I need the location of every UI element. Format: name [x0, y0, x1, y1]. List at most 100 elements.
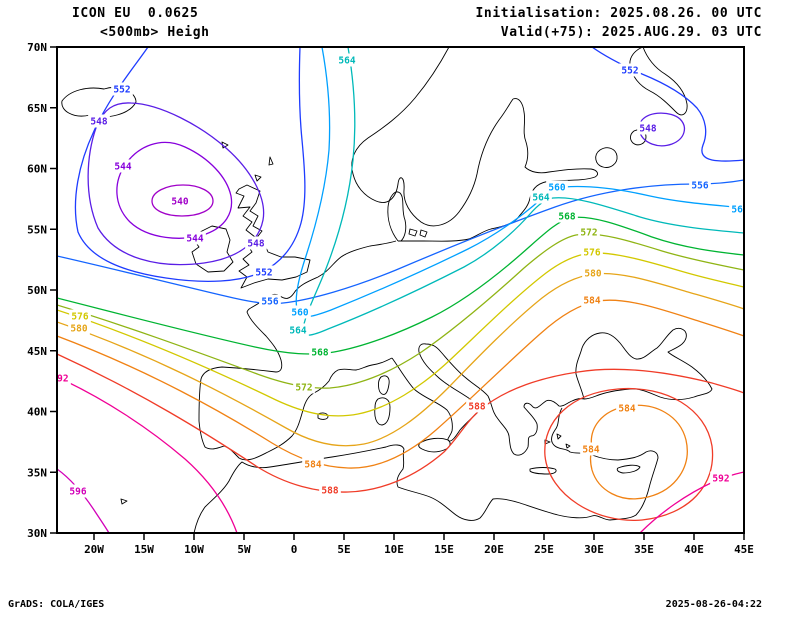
- contour-label: 584: [583, 296, 600, 307]
- coastline: [556, 433, 562, 440]
- contour-580: [57, 272, 744, 447]
- contour-label-mask: [619, 63, 641, 77]
- contour-label-mask: [245, 236, 267, 250]
- coastline: [374, 397, 391, 426]
- grads-credit: GrADS: COLA/IGES: [8, 599, 105, 610]
- contour-label: 560: [291, 308, 308, 319]
- coastline: [387, 191, 407, 242]
- coastline: [616, 464, 641, 474]
- contour-552: [74, 47, 306, 283]
- contour-label-mask: [184, 231, 206, 245]
- contour-label-mask: [111, 82, 133, 96]
- contour-label-mask: [466, 399, 488, 413]
- contour-label-mask: [293, 380, 315, 394]
- contour-560: [295, 47, 744, 318]
- contour-lines: [57, 47, 744, 533]
- contour-label: 596: [69, 487, 86, 498]
- coastline: [120, 498, 128, 505]
- creation-timestamp: 2025-08-26-04:22: [665, 599, 762, 610]
- y-axis-label: 70N: [27, 41, 47, 54]
- contour-label-mask: [582, 266, 604, 280]
- contour-label-mask: [169, 194, 191, 208]
- contour-label: 564: [532, 193, 549, 204]
- coastline: [317, 412, 329, 420]
- contour-label: 544: [114, 162, 131, 173]
- contour-556: [57, 179, 744, 305]
- contour-544: [116, 141, 233, 239]
- contour-label-mask: [69, 309, 91, 323]
- contour-572: [57, 233, 744, 389]
- contour-label: 576: [583, 248, 600, 259]
- x-axis-label: 10W: [184, 543, 204, 556]
- model-title: ICON EU 0.0625: [72, 6, 199, 21]
- contour-label-mask: [546, 180, 568, 194]
- contour-label-mask: [67, 484, 89, 498]
- x-axis-label: 30E: [584, 543, 604, 556]
- y-axis-label: 40N: [27, 406, 47, 419]
- x-axis-label: 20W: [84, 543, 104, 556]
- contour-label: 584: [304, 460, 321, 471]
- y-axis-label: 50N: [27, 284, 47, 297]
- contour-label-mask: [287, 323, 309, 337]
- coastline: [418, 437, 451, 453]
- contour-label: 572: [580, 228, 597, 239]
- coastline: [529, 467, 557, 475]
- y-axis-label: 55N: [27, 223, 47, 236]
- x-axis-label: 15E: [434, 543, 454, 556]
- coastline: [235, 184, 311, 289]
- contour-label: 556: [691, 181, 708, 192]
- contour-584: [589, 404, 688, 500]
- coastline: [398, 98, 598, 242]
- contour-label-mask: [637, 121, 659, 135]
- coastline: [193, 407, 659, 533]
- contour-label: 580: [70, 324, 87, 335]
- contour-label: 548: [639, 124, 656, 135]
- contour-label-mask: [319, 483, 341, 497]
- x-axis-label: 45E: [734, 543, 754, 556]
- contour-label-mask: [302, 457, 324, 471]
- y-axis-label: 35N: [27, 466, 47, 479]
- x-axis-label: 20E: [484, 543, 504, 556]
- x-axis-label: 5W: [237, 543, 251, 556]
- coastline: [565, 443, 571, 449]
- coastline: [378, 375, 390, 395]
- x-axis-label: 25E: [534, 543, 554, 556]
- x-axis-label: 35E: [634, 543, 654, 556]
- y-axis-label: 60N: [27, 163, 47, 176]
- coastline: [595, 147, 618, 168]
- coastline: [198, 240, 397, 461]
- contour-588: [544, 387, 714, 521]
- contour-label-mask: [530, 190, 552, 204]
- contour-label-mask: [689, 178, 711, 192]
- contour-label: 572: [295, 383, 312, 394]
- contour-568: [57, 216, 744, 355]
- contour-label-mask: [729, 202, 744, 216]
- coastline: [268, 156, 274, 166]
- coastline: [408, 228, 418, 237]
- contour-label: 568: [311, 348, 328, 359]
- contour-label-mask: [336, 53, 358, 67]
- contour-label: 568: [558, 212, 575, 223]
- axes: 20W 15W 10W 5W 0 5E 10E 15E 20E 25E 30E 35E 40E 45E 70…: [27, 41, 754, 556]
- coastline: [419, 229, 428, 238]
- contour-label: 540: [171, 197, 188, 208]
- coastline: [254, 174, 262, 182]
- y-axis-label: 65N: [27, 102, 47, 115]
- contour-label: 576: [71, 312, 88, 323]
- contour-label: 564: [289, 326, 306, 337]
- contour-540: [151, 184, 214, 217]
- y-axis-label: 45N: [27, 345, 47, 358]
- coastline: [575, 327, 713, 401]
- contour-596: [57, 468, 110, 533]
- coastline: [191, 225, 234, 273]
- contour-576: [57, 252, 744, 417]
- contour-label-mask: [580, 442, 602, 456]
- contour-label: 584: [618, 404, 635, 415]
- contour-label: 584: [582, 445, 599, 456]
- contour-label-mask: [68, 321, 90, 335]
- contour-label-mask: [253, 265, 275, 279]
- map-frame: [56, 46, 745, 534]
- x-axis-label: 5E: [337, 543, 350, 556]
- contour-labels: 5405445445485485485525525525565565605605…: [57, 53, 744, 498]
